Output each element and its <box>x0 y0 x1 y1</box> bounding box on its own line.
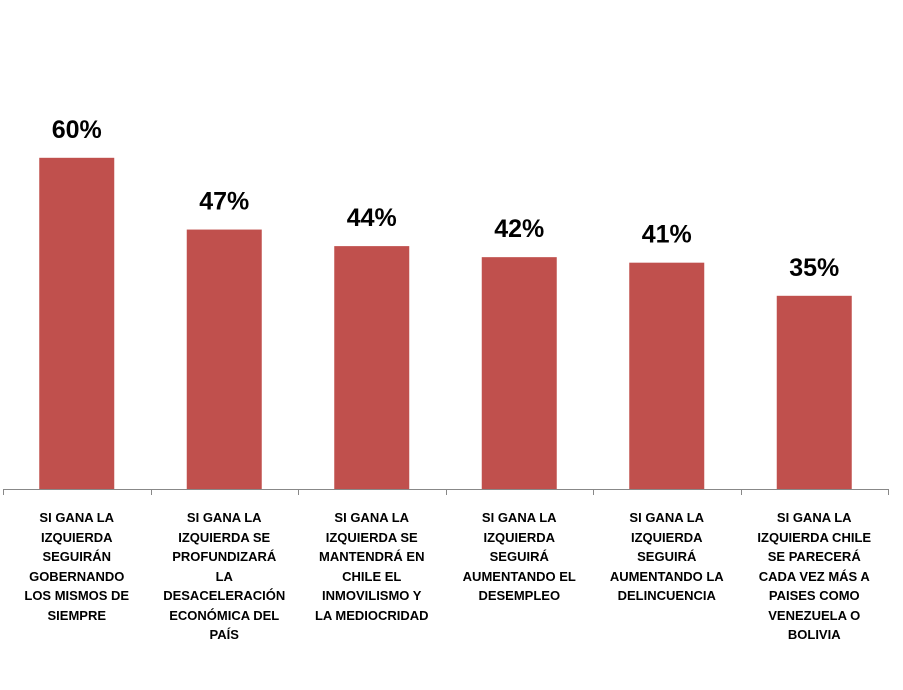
data-label: 60% <box>52 116 102 144</box>
x-tick-label: SI GANA LA IZQUIERDA SE PROFUNDIZARÁ LA … <box>163 510 286 642</box>
data-label: 44% <box>347 204 397 232</box>
bar <box>481 257 557 489</box>
bar <box>39 157 115 490</box>
x-tick-label: SI GANA LA IZQUIERDA SEGUIRÁN GOBERNANDO… <box>24 510 130 623</box>
bar <box>629 262 705 489</box>
data-label: 35% <box>789 254 839 282</box>
x-tick-label: SI GANA LA IZQUIERDA SE MANTENDRÁ EN CHI… <box>314 510 429 623</box>
bar <box>186 229 262 489</box>
x-tick-label: SI GANA LA IZQUIERDA SEGUIRÁ AUMENTANDO … <box>609 510 724 603</box>
data-label: 41% <box>642 221 692 249</box>
data-label: 47% <box>199 188 249 216</box>
x-tick-label: SI GANA LA IZQUIERDA SEGUIRÁ AUMENTANDO … <box>462 510 576 603</box>
x-tick-label: SI GANA LA IZQUIERDA CHILE SE PARECERÁ C… <box>757 510 872 642</box>
bar <box>776 295 852 489</box>
data-label: 42% <box>494 215 544 243</box>
bar <box>334 246 410 489</box>
